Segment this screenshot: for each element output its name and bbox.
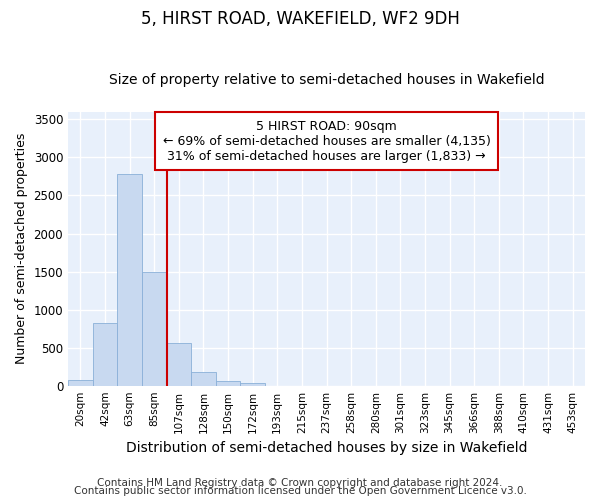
Bar (117, 174, 142, 386)
Bar (216, 380, 241, 386)
Text: 5 HIRST ROAD: 90sqm
← 69% of semi-detached houses are smaller (4,135)
31% of sem: 5 HIRST ROAD: 90sqm ← 69% of semi-detach… (163, 120, 490, 163)
Text: Contains HM Land Registry data © Crown copyright and database right 2024.: Contains HM Land Registry data © Crown c… (97, 478, 503, 488)
Bar (241, 383, 265, 386)
Text: Contains public sector information licensed under the Open Government Licence v3: Contains public sector information licen… (74, 486, 526, 496)
Bar (191, 372, 216, 386)
Y-axis label: Number of semi-detached properties: Number of semi-detached properties (15, 133, 28, 364)
Title: Size of property relative to semi-detached houses in Wakefield: Size of property relative to semi-detach… (109, 73, 544, 87)
X-axis label: Distribution of semi-detached houses by size in Wakefield: Distribution of semi-detached houses by … (126, 441, 527, 455)
Bar (68, 380, 92, 386)
Text: 5, HIRST ROAD, WAKEFIELD, WF2 9DH: 5, HIRST ROAD, WAKEFIELD, WF2 9DH (140, 10, 460, 28)
Bar (142, 272, 167, 386)
Bar (167, 343, 191, 386)
Bar (92, 322, 117, 386)
